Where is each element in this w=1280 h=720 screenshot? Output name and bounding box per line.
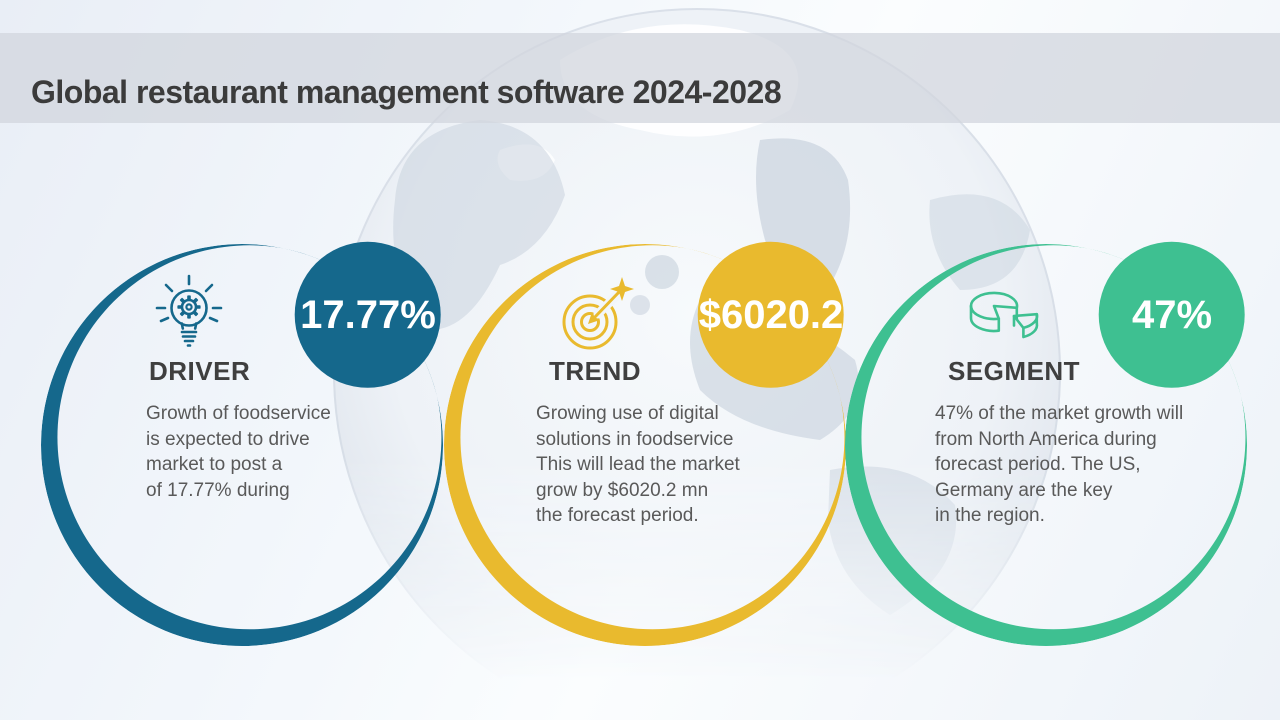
lightbulb-gear-icon	[155, 274, 223, 347]
trend-stat-badge: $6020.2	[698, 293, 844, 337]
pie-chart-icon	[969, 291, 1039, 339]
target-dart-icon	[562, 277, 634, 350]
slide-title: Global restaurant management software 20…	[31, 74, 782, 110]
trend-body-text: Growing use of digital solutions in food…	[536, 403, 740, 526]
driver-body-text: Growth of foodservice is expected to dri…	[146, 403, 331, 501]
segment-body-text: 47% of the market growth will from North…	[935, 403, 1184, 526]
title-banner	[0, 33, 1280, 123]
driver-stat-badge: 17.77%	[300, 293, 436, 337]
segment-stat-badge: 47%	[1131, 293, 1213, 337]
segment-heading: SEGMENT	[948, 356, 1081, 386]
driver-heading: DRIVER	[149, 356, 251, 386]
trend-heading: TREND	[549, 356, 642, 386]
